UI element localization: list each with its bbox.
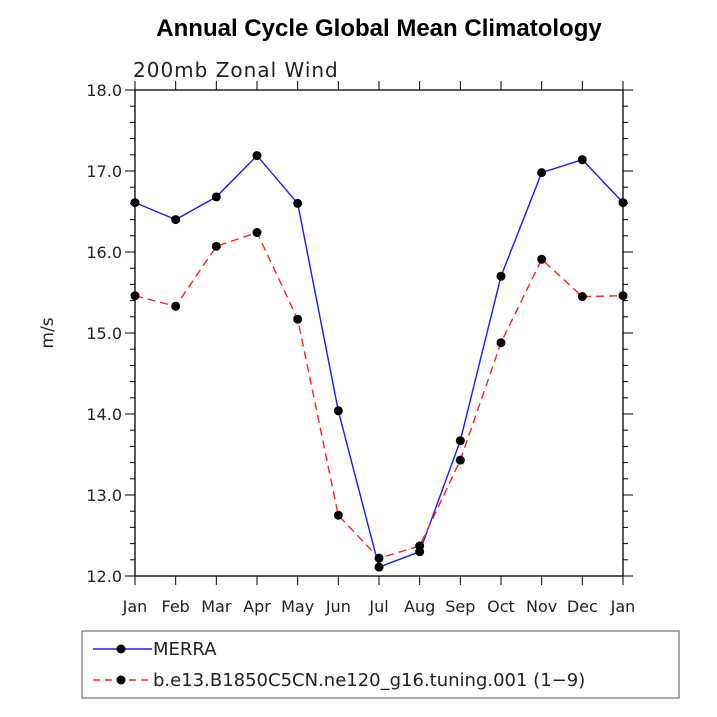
y-tick-label: 16.0 — [86, 243, 122, 262]
axis-ticks — [125, 81, 633, 585]
y-tick-labels: 12.0 13.0 14.0 15.0 16.0 17.0 18.0 — [86, 81, 122, 586]
data-point-model — [618, 291, 628, 301]
data-point-model — [293, 314, 303, 324]
data-point-model — [333, 510, 343, 520]
chart-title: Annual Cycle Global Mean Climatology — [156, 15, 602, 42]
data-point-merra — [171, 215, 181, 225]
legend-label-model: b.e13.B1850C5CN.ne120_g16.tuning.001 (1−… — [153, 670, 585, 691]
x-tick-label: Oct — [487, 597, 515, 616]
plot-frame — [134, 89, 624, 577]
data-point-model — [211, 241, 221, 251]
legend-marker-merra — [116, 644, 126, 654]
data-point-model — [130, 291, 140, 301]
series-layer — [130, 151, 628, 572]
data-point-merra — [252, 151, 262, 161]
x-tick-label: Nov — [526, 597, 557, 616]
y-tick-label: 14.0 — [86, 405, 122, 424]
x-tick-label: Mar — [201, 597, 232, 616]
legend-marker-model — [116, 675, 126, 685]
y-tick-label: 15.0 — [86, 324, 122, 343]
legend: MERRA b.e13.B1850C5CN.ne120_g16.tuning.0… — [81, 630, 680, 699]
x-tick-label: Jul — [368, 597, 388, 616]
x-tick-label: Aug — [404, 597, 435, 616]
data-point-model — [537, 254, 547, 264]
data-point-model — [455, 455, 465, 465]
x-tick-label: Jan — [122, 597, 148, 616]
legend-label-merra: MERRA — [153, 639, 217, 660]
data-point-merra — [577, 155, 587, 165]
data-point-model — [171, 301, 181, 311]
data-point-merra — [333, 406, 343, 416]
x-tick-label: Feb — [162, 597, 190, 616]
data-point-merra — [374, 562, 384, 572]
x-tick-label: Apr — [243, 597, 271, 616]
data-point-merra — [293, 198, 303, 208]
data-point-model — [496, 338, 506, 348]
y-tick-label: 12.0 — [86, 567, 122, 586]
y-axis-label: m/s — [38, 317, 58, 348]
x-tick-label: Jun — [325, 597, 351, 616]
y-tick-label: 13.0 — [86, 486, 122, 505]
x-tick-label: Dec — [567, 597, 598, 616]
data-point-model — [415, 541, 425, 551]
legend-box — [81, 630, 680, 699]
data-point-merra — [496, 271, 506, 281]
data-point-model — [577, 292, 587, 302]
x-tick-label: May — [281, 597, 314, 616]
series-line-model — [134, 231, 624, 559]
chart-subtitle: 200mb Zonal Wind — [133, 58, 339, 82]
data-point-merra — [618, 198, 628, 208]
data-point-merra — [211, 192, 221, 202]
data-point-model — [252, 228, 262, 238]
series-line-merra — [134, 154, 624, 569]
x-tick-label: Jan — [610, 597, 636, 616]
y-tick-label: 18.0 — [86, 81, 122, 100]
y-tick-label: 17.0 — [86, 162, 122, 181]
data-point-merra — [537, 168, 547, 178]
x-tick-label: Sep — [445, 597, 475, 616]
data-point-model — [374, 553, 384, 563]
x-tick-labels: Jan Feb Mar Apr May Jun Jul Aug Sep Oct Nov Dec Jan — [122, 597, 636, 616]
data-point-merra — [130, 198, 140, 208]
data-point-merra — [455, 436, 465, 446]
